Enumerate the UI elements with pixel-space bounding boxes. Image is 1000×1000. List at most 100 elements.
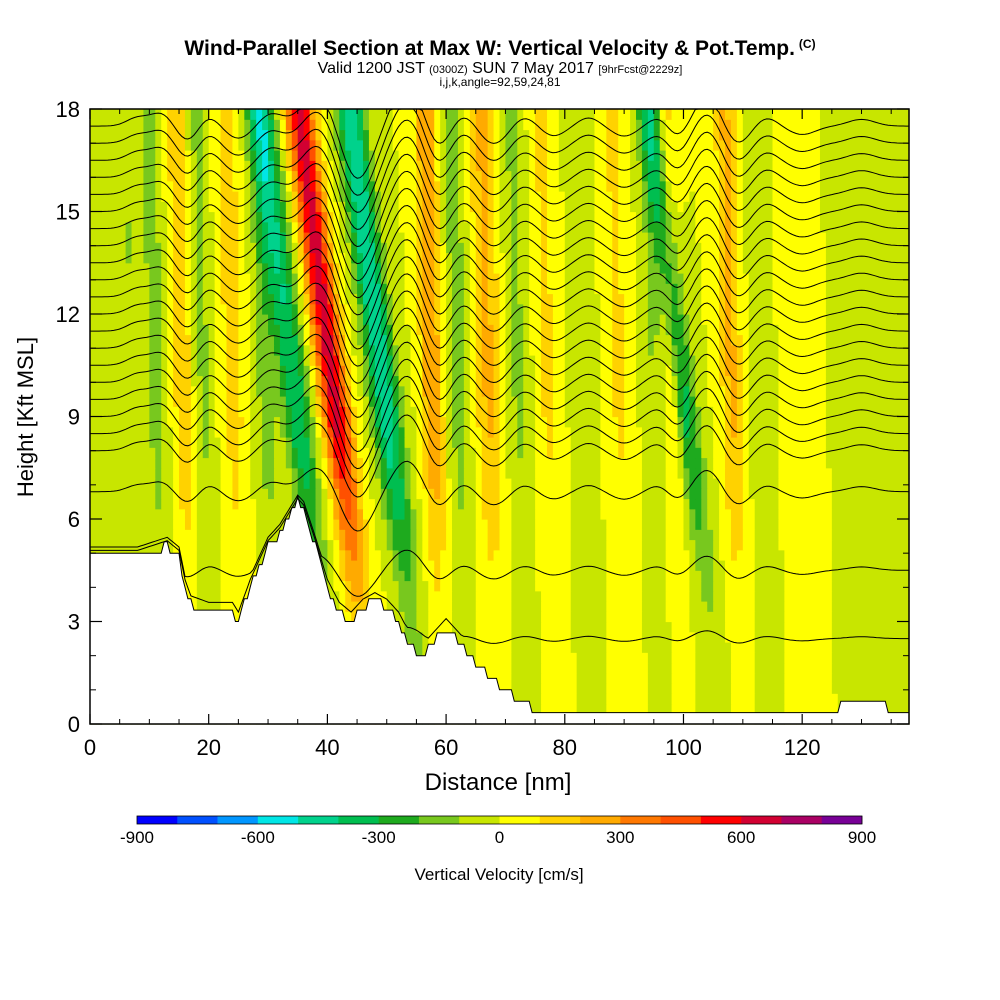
velocity-cell — [736, 570, 744, 582]
velocity-cell — [802, 426, 809, 438]
velocity-cell — [825, 693, 833, 705]
velocity-cell — [736, 355, 744, 366]
velocity-cell — [345, 385, 352, 397]
velocity-cell — [363, 508, 370, 520]
velocity-cell — [546, 560, 554, 571]
velocity-cell — [849, 642, 857, 653]
velocity-cell — [576, 560, 584, 571]
velocity-cell — [802, 488, 809, 500]
velocity-cell — [546, 693, 554, 705]
velocity-cell — [119, 539, 127, 551]
velocity-cell — [784, 621, 791, 633]
velocity-cell — [784, 652, 791, 664]
velocity-cell — [303, 488, 311, 500]
velocity-cell — [161, 467, 168, 479]
velocity-cell — [748, 467, 756, 479]
velocity-cell — [766, 570, 774, 582]
velocity-cell — [535, 519, 542, 530]
velocity-cell — [113, 416, 121, 428]
velocity-cell — [891, 375, 898, 387]
velocity-cell — [849, 375, 857, 387]
velocity-cell — [226, 590, 234, 602]
velocity-cell — [606, 385, 613, 397]
velocity-cell — [244, 457, 251, 469]
velocity-cell — [463, 539, 471, 551]
velocity-cell — [849, 539, 857, 551]
velocity-cell — [208, 416, 216, 428]
velocity-cell — [742, 549, 750, 561]
velocity-cell — [612, 539, 619, 551]
velocity-cell — [713, 693, 720, 705]
velocity-cell — [113, 508, 121, 520]
velocity-cell — [161, 508, 168, 520]
velocity-cell — [594, 652, 601, 664]
velocity-cell — [825, 385, 833, 397]
velocity-cell — [606, 621, 613, 633]
velocity-cell — [837, 529, 845, 541]
velocity-cell — [481, 560, 489, 571]
velocity-cell — [885, 642, 892, 653]
velocity-cell — [653, 703, 661, 715]
velocity-cell — [321, 365, 328, 377]
velocity-cell — [701, 570, 708, 582]
velocity-cell — [707, 488, 714, 500]
velocity-cell — [879, 416, 886, 428]
velocity-cell — [606, 426, 613, 438]
velocity-cell — [380, 508, 388, 520]
velocity-cell — [570, 529, 578, 541]
velocity-cell — [357, 375, 364, 387]
velocity-cell — [558, 652, 566, 664]
velocity-cell — [659, 437, 667, 448]
velocity-cell — [238, 519, 245, 530]
velocity-cell — [380, 416, 388, 428]
velocity-cell — [825, 519, 833, 530]
velocity-cell — [564, 570, 572, 582]
velocity-cell — [463, 406, 471, 418]
velocity-cell — [606, 693, 613, 705]
velocity-cell — [630, 611, 637, 623]
velocity-cell — [760, 642, 768, 653]
velocity-cell — [535, 549, 542, 561]
velocity-cell — [184, 580, 192, 592]
velocity-cell — [707, 457, 714, 469]
velocity-cell — [867, 447, 874, 459]
velocity-cell — [695, 508, 702, 520]
velocity-cell — [161, 447, 168, 459]
velocity-cell — [95, 437, 103, 448]
velocity-cell — [736, 488, 744, 500]
velocity-cell — [641, 601, 649, 612]
velocity-cell — [594, 601, 601, 612]
velocity-cell — [689, 560, 696, 571]
velocity-cell — [238, 396, 245, 407]
velocity-cell — [493, 519, 501, 530]
velocity-cell — [196, 406, 204, 418]
velocity-cell — [380, 447, 388, 459]
velocity-cell — [131, 457, 139, 469]
velocity-cell — [576, 467, 584, 479]
velocity-cell — [208, 478, 216, 489]
velocity-cell — [155, 437, 162, 448]
velocity-cell — [802, 642, 809, 653]
velocity-cell — [250, 406, 257, 418]
velocity-cell — [457, 396, 465, 407]
velocity-cell — [796, 385, 803, 397]
velocity-cell — [873, 385, 880, 397]
velocity-cell — [262, 406, 269, 418]
velocity-cell — [618, 467, 625, 479]
velocity-cell — [612, 406, 619, 418]
velocity-cell — [452, 467, 459, 479]
velocity-cell — [855, 416, 863, 428]
velocity-cell — [546, 539, 554, 551]
velocity-cell — [202, 549, 210, 561]
velocity-cell — [220, 498, 228, 510]
velocity-cell — [742, 693, 750, 705]
velocity-cell — [719, 662, 726, 674]
velocity-cell — [897, 396, 904, 407]
velocity-cell — [493, 529, 501, 541]
velocity-cell — [713, 621, 720, 633]
velocity-cell — [766, 703, 774, 715]
velocity-cell — [713, 662, 720, 674]
velocity-cell — [357, 519, 364, 530]
velocity-cell — [867, 652, 874, 664]
velocity-cell — [196, 560, 204, 571]
